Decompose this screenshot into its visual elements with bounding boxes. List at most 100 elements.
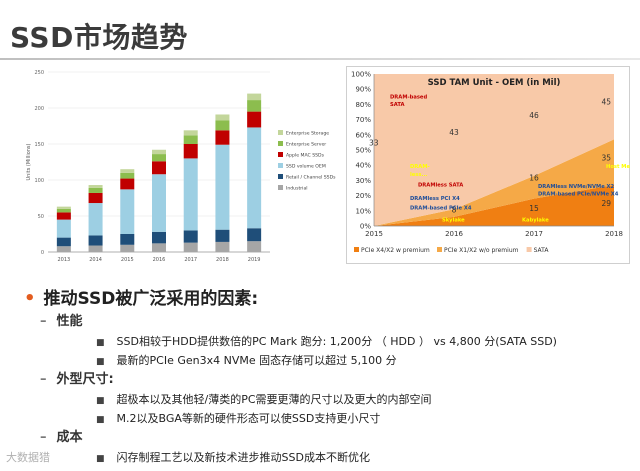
chart-annotation: SATA — [390, 102, 405, 108]
y-tick-label: 90% — [355, 86, 371, 94]
chart-annotation: DRAM-based — [390, 94, 427, 100]
y-tick-label: 0% — [360, 223, 371, 231]
data-label: 46 — [529, 111, 539, 120]
dash-icon: – — [40, 314, 47, 329]
bar-segment — [88, 187, 103, 193]
y-tick-label: 150 — [34, 142, 44, 148]
chart-title: SSD TAM Unit - OEM (in Mil) — [428, 78, 561, 88]
legend-swatch — [278, 174, 283, 179]
square-bullet-icon: ■ — [96, 415, 105, 425]
list-item-text: 超极本以及其他轻/薄类的PC需要更薄的尺寸以及更大的内部空间 — [116, 393, 432, 406]
y-tick-label: 200 — [34, 106, 44, 112]
x-tick-label: 2017 — [525, 230, 543, 238]
list-item-text: M.2以及BGA等新的硬件形态可以使SSD支持更小尺寸 — [116, 412, 381, 425]
bar-segment — [152, 243, 166, 252]
section-heading: – 外型尺寸: — [24, 370, 634, 390]
bar-segment — [215, 241, 230, 252]
legend-entry: Industrial — [286, 186, 308, 192]
bar-segment — [88, 203, 103, 236]
bar-segment — [247, 111, 262, 128]
bar-segment — [120, 178, 135, 190]
bar-segment — [247, 93, 262, 101]
x-tick-label: 2018 — [605, 230, 623, 238]
section-heading: – 成本 — [24, 428, 634, 448]
area-series — [374, 184, 614, 226]
legend-entry: SATA — [534, 247, 550, 254]
legend-swatch — [278, 152, 283, 157]
legend-entry: SSD volume OEM — [286, 164, 326, 170]
y-tick-label: 0 — [41, 250, 44, 256]
legend-entry: PCIe X1/X2 w/o premium — [444, 247, 519, 254]
legend-swatch — [278, 163, 283, 168]
bar-segment — [183, 230, 198, 243]
x-tick-label: 2018 — [216, 257, 229, 263]
slide-title: SSD市场趋势 — [10, 21, 188, 54]
chart-annotation: DRAM-based PCIe X4 — [410, 205, 472, 211]
y-tick-label: 80% — [355, 101, 371, 109]
square-bullet-icon: ■ — [96, 454, 105, 464]
title-underline — [0, 58, 640, 60]
data-label: 35 — [601, 154, 611, 163]
legend-swatch — [278, 130, 283, 135]
x-tick-label: 2015 — [121, 257, 134, 263]
bar-segment — [215, 144, 230, 230]
list-item: ■ 闪存制程工艺以及新技术进步推动SSD成本不断优化 — [24, 448, 634, 467]
bar-segment — [183, 130, 198, 136]
bar-segment — [88, 245, 103, 252]
bar-segment — [183, 158, 198, 231]
main-bullet: • 推动SSD被广泛采用的因素: — [24, 286, 634, 312]
bar-segment — [56, 237, 71, 247]
dash-icon: – — [40, 430, 47, 445]
list-item-text: 闪存制程工艺以及新技术进步推动SSD成本不断优化 — [116, 451, 370, 464]
legend-swatch — [354, 247, 359, 252]
bar-segment — [152, 174, 166, 232]
data-label: 29 — [601, 199, 611, 208]
tam-area-chart: 0% 10% 20% 30% 40% 50% 60% 70% 80% 90% 100% 2015 201… — [346, 66, 630, 264]
chart-annotation: less... — [410, 172, 427, 178]
bar-segment — [215, 130, 230, 145]
x-tick-label: 2019 — [248, 257, 261, 263]
legend-swatch — [278, 185, 283, 190]
bar-segment — [88, 192, 103, 204]
list-item: ■ SSD相较于HDD提供数倍的PC Mark 跑分: 1,200分 （ HDD … — [24, 332, 634, 351]
area-series — [374, 74, 614, 226]
legend-entry: Retail / Channel SSDs — [286, 175, 336, 181]
y-tick-label: 50 — [38, 214, 44, 220]
data-label: 33 — [369, 138, 379, 147]
bar-segment — [56, 208, 71, 213]
y-tick-label: 100% — [351, 71, 371, 79]
data-label: 16 — [529, 173, 539, 182]
bar-segment — [152, 231, 166, 244]
square-bullet-icon: ■ — [96, 338, 105, 348]
legend-swatch — [526, 247, 532, 252]
y-tick-label: 250 — [34, 70, 44, 76]
bar-segment — [152, 154, 166, 162]
data-label: 45 — [601, 97, 611, 106]
bar-segment — [215, 120, 230, 131]
bar-segment — [120, 244, 135, 252]
x-tick-label: 2013 — [57, 257, 70, 263]
section-heading: – 性能 — [24, 312, 634, 332]
main-bullet-text: 推动SSD被广泛采用的因素: — [43, 289, 259, 309]
bar-segment — [152, 161, 166, 175]
legend-entry: Enterprise Storage — [286, 131, 329, 137]
list-item-text: 最新的PCIe Gen3x4 NVMe 固态存储可以超过 5,100 分 — [116, 354, 397, 367]
list-item: ■ 超极本以及其他轻/薄类的PC需要更薄的尺寸以及更大的内部空间 — [24, 390, 634, 409]
bar-segment — [120, 172, 135, 179]
bar-segment — [56, 212, 71, 220]
y-tick-label: 40% — [355, 162, 371, 170]
bar-segment — [215, 229, 230, 242]
y-tick-label: 100 — [34, 178, 44, 184]
data-label: 15 — [529, 204, 539, 213]
legend-swatch — [437, 247, 442, 252]
bar-segment — [183, 242, 198, 252]
chart-annotation: DRAMless SATA — [418, 182, 463, 188]
section-heading-text: 性能 — [56, 314, 83, 329]
bar-segment — [56, 246, 71, 252]
y-tick-label: 70% — [355, 116, 371, 124]
legend-entry: Apple MAC SSDs — [286, 153, 325, 159]
bar-segment — [152, 149, 166, 155]
chart-annotation: DRAMless PCI X4 — [410, 196, 460, 202]
bar-segment — [120, 169, 135, 173]
chart-annotation: DRAM- — [410, 164, 430, 170]
